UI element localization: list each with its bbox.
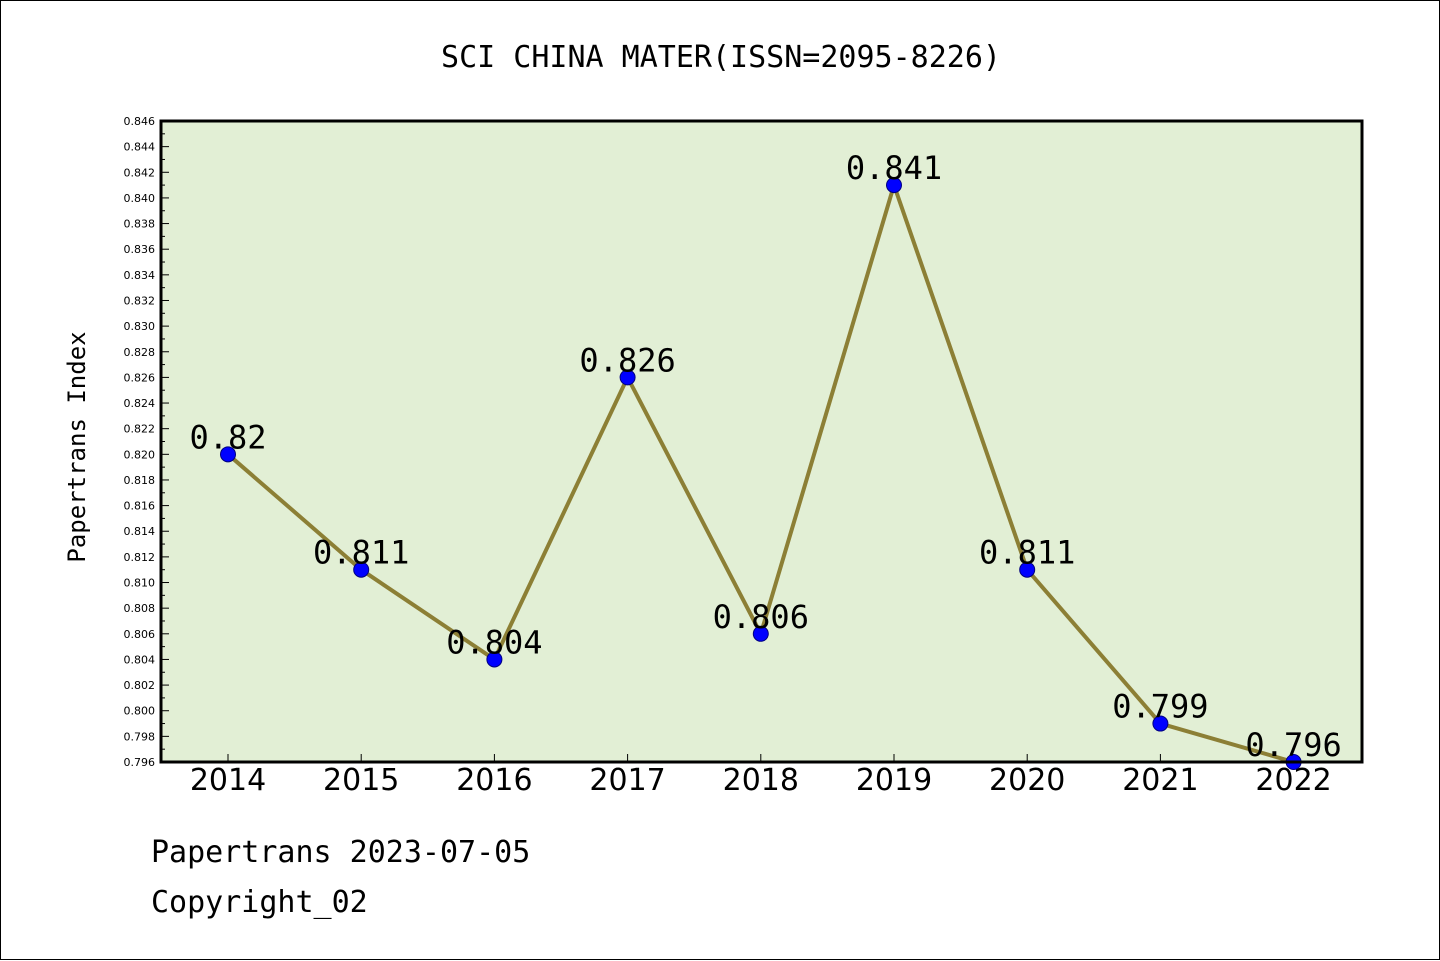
- y-tick-label: 0.800: [124, 705, 156, 718]
- y-tick-label: 0.826: [124, 371, 156, 384]
- y-tick-label: 0.816: [124, 500, 156, 513]
- x-tick-label: 2014: [190, 763, 266, 798]
- footer-copyright: Copyright_02: [151, 885, 368, 920]
- y-tick-label: 0.828: [124, 346, 156, 359]
- y-tick-label: 0.802: [124, 679, 156, 692]
- data-label: 0.799: [1112, 688, 1208, 726]
- data-point-marker: [220, 446, 236, 463]
- y-tick-label: 0.822: [124, 423, 156, 436]
- data-label: 0.804: [446, 623, 542, 661]
- plot-area: [161, 121, 1362, 762]
- x-tick-label: 2021: [1122, 763, 1198, 798]
- x-tick-label: 2017: [589, 763, 665, 798]
- y-axis-ticks: 0.796 0.798 0.800 0.802 0.804 0.806 0.808 0.810…: [124, 115, 169, 769]
- data-label: 0.796: [1245, 726, 1341, 764]
- y-tick-label: 0.842: [124, 166, 156, 179]
- y-tick-label: 0.838: [124, 218, 156, 231]
- x-tick-label: 2016: [456, 763, 532, 798]
- y-tick-label: 0.810: [124, 577, 156, 590]
- x-tick-label: 2019: [856, 763, 932, 798]
- data-label: 0.806: [713, 598, 809, 636]
- y-tick-label: 0.832: [124, 294, 156, 307]
- y-tick-label: 0.846: [124, 115, 156, 128]
- chart-title: SCI CHINA MATER(ISSN=2095-8226): [441, 40, 1001, 75]
- data-point-marker: [1019, 561, 1036, 578]
- data-point-marker: [486, 651, 503, 668]
- data-label: 0.841: [846, 149, 942, 187]
- y-tick-label: 0.814: [124, 525, 156, 538]
- y-axis-label: Papertrans Index: [63, 331, 91, 562]
- x-tick-label: 2018: [723, 763, 799, 798]
- plot-border: [159, 119, 1364, 764]
- data-label: 0.826: [579, 341, 675, 379]
- data-point-marker: [752, 625, 769, 642]
- x-tick-label: 2020: [989, 763, 1065, 798]
- y-tick-label: 0.818: [124, 474, 156, 487]
- series-markers: [220, 177, 1302, 770]
- y-tick-label: 0.806: [124, 628, 156, 641]
- y-tick-label: 0.834: [124, 269, 156, 282]
- y-tick-label: 0.824: [124, 397, 156, 410]
- x-axis-ticks: 2014 2015 2016 2017 2018 2019 2020 2021 2022: [190, 754, 1332, 798]
- data-point-marker: [619, 369, 636, 386]
- data-point-marker: [1152, 715, 1169, 732]
- data-label: 0.811: [979, 534, 1075, 572]
- data-label: 0.82: [189, 418, 266, 456]
- y-tick-label: 0.796: [124, 756, 156, 769]
- y-tick-label: 0.804: [124, 653, 156, 666]
- footer-date: Papertrans 2023-07-05: [151, 835, 531, 870]
- y-tick-label: 0.812: [124, 551, 156, 564]
- x-tick-label: 2015: [323, 763, 399, 798]
- y-tick-label: 0.798: [124, 730, 156, 743]
- y-tick-label: 0.844: [124, 141, 156, 154]
- data-point-marker: [353, 561, 370, 578]
- data-labels: 0.82 0.811 0.804 0.826 0.806 0.841 0.811 0.799 0…: [189, 149, 1341, 764]
- y-tick-label: 0.830: [124, 320, 156, 333]
- y-tick-label: 0.836: [124, 243, 156, 256]
- data-label: 0.811: [313, 534, 409, 572]
- y-tick-label: 0.820: [124, 448, 156, 461]
- data-point-marker: [886, 177, 902, 194]
- y-tick-label: 0.840: [124, 192, 156, 205]
- y-tick-label: 0.808: [124, 602, 156, 615]
